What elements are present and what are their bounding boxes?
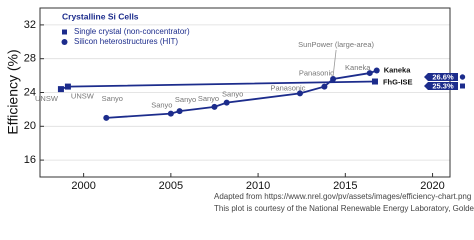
legend-label: Single crystal (non-concentrator) [74, 27, 190, 36]
point-label: UNSW [35, 94, 59, 103]
point-label: Panasonic [270, 83, 305, 92]
record-badge [424, 73, 458, 81]
x-tick-label: 2015 [333, 180, 357, 192]
leader-line [332, 49, 337, 77]
data-point [167, 110, 174, 117]
data-point [296, 90, 303, 97]
point-label: FhG-ISE [383, 77, 413, 86]
point-label: UNSW [71, 92, 95, 101]
credit: Adapted from https://www.nrel.gov/pv/ass… [214, 192, 471, 201]
y-tick-label: 32 [24, 19, 36, 31]
chart: Efficiency (%) Crystalline Si Cells Adap… [5, 7, 474, 213]
legend-title: Crystalline Si Cells [62, 11, 139, 21]
data-point [64, 83, 71, 90]
record-badge [424, 82, 458, 90]
y-axis-label: Efficiency (%) [5, 49, 21, 134]
point-label: SunPower (large-area) [298, 40, 374, 49]
point-label: Kaneka [345, 63, 371, 72]
legend-marker [62, 29, 67, 35]
data-point [371, 78, 378, 85]
credit: This plot is courtesy of the National Re… [214, 204, 474, 213]
y-tick-label: 24 [24, 86, 36, 98]
point-label: Sanyo [175, 95, 196, 104]
y-tick-label: 16 [24, 154, 36, 166]
legend-label: Silicon heterostructures (HIT) [74, 37, 178, 46]
series-line [106, 69, 378, 119]
data-point [223, 99, 230, 106]
point-label: Sanyo [102, 94, 123, 103]
data-point [366, 70, 373, 77]
record-marker [460, 83, 465, 89]
data-point [373, 67, 380, 74]
data-point [321, 83, 328, 90]
data-point [176, 108, 183, 115]
record-label: 26.6% [432, 72, 454, 81]
record-label: 25.3% [432, 81, 454, 90]
data-point [211, 103, 218, 110]
plot-frame [39, 7, 451, 178]
data-point [330, 75, 337, 82]
x-tick-label: 2005 [159, 180, 183, 192]
point-label: Panasonic [299, 69, 334, 78]
x-tick-label: 2010 [246, 180, 270, 192]
point-label: Sanyo [151, 101, 172, 110]
point-label: Sanyo [198, 94, 219, 103]
data-point [103, 114, 110, 121]
legend-marker [61, 39, 68, 45]
y-tick-label: 28 [24, 53, 36, 65]
record-marker [459, 74, 466, 80]
x-tick-label: 2000 [71, 180, 95, 192]
y-tick-label: 20 [24, 120, 36, 132]
point-label: Sanyo [222, 90, 243, 99]
data-point [57, 86, 64, 93]
point-label: Kaneka [384, 66, 412, 75]
x-tick-label: 2020 [420, 180, 444, 192]
